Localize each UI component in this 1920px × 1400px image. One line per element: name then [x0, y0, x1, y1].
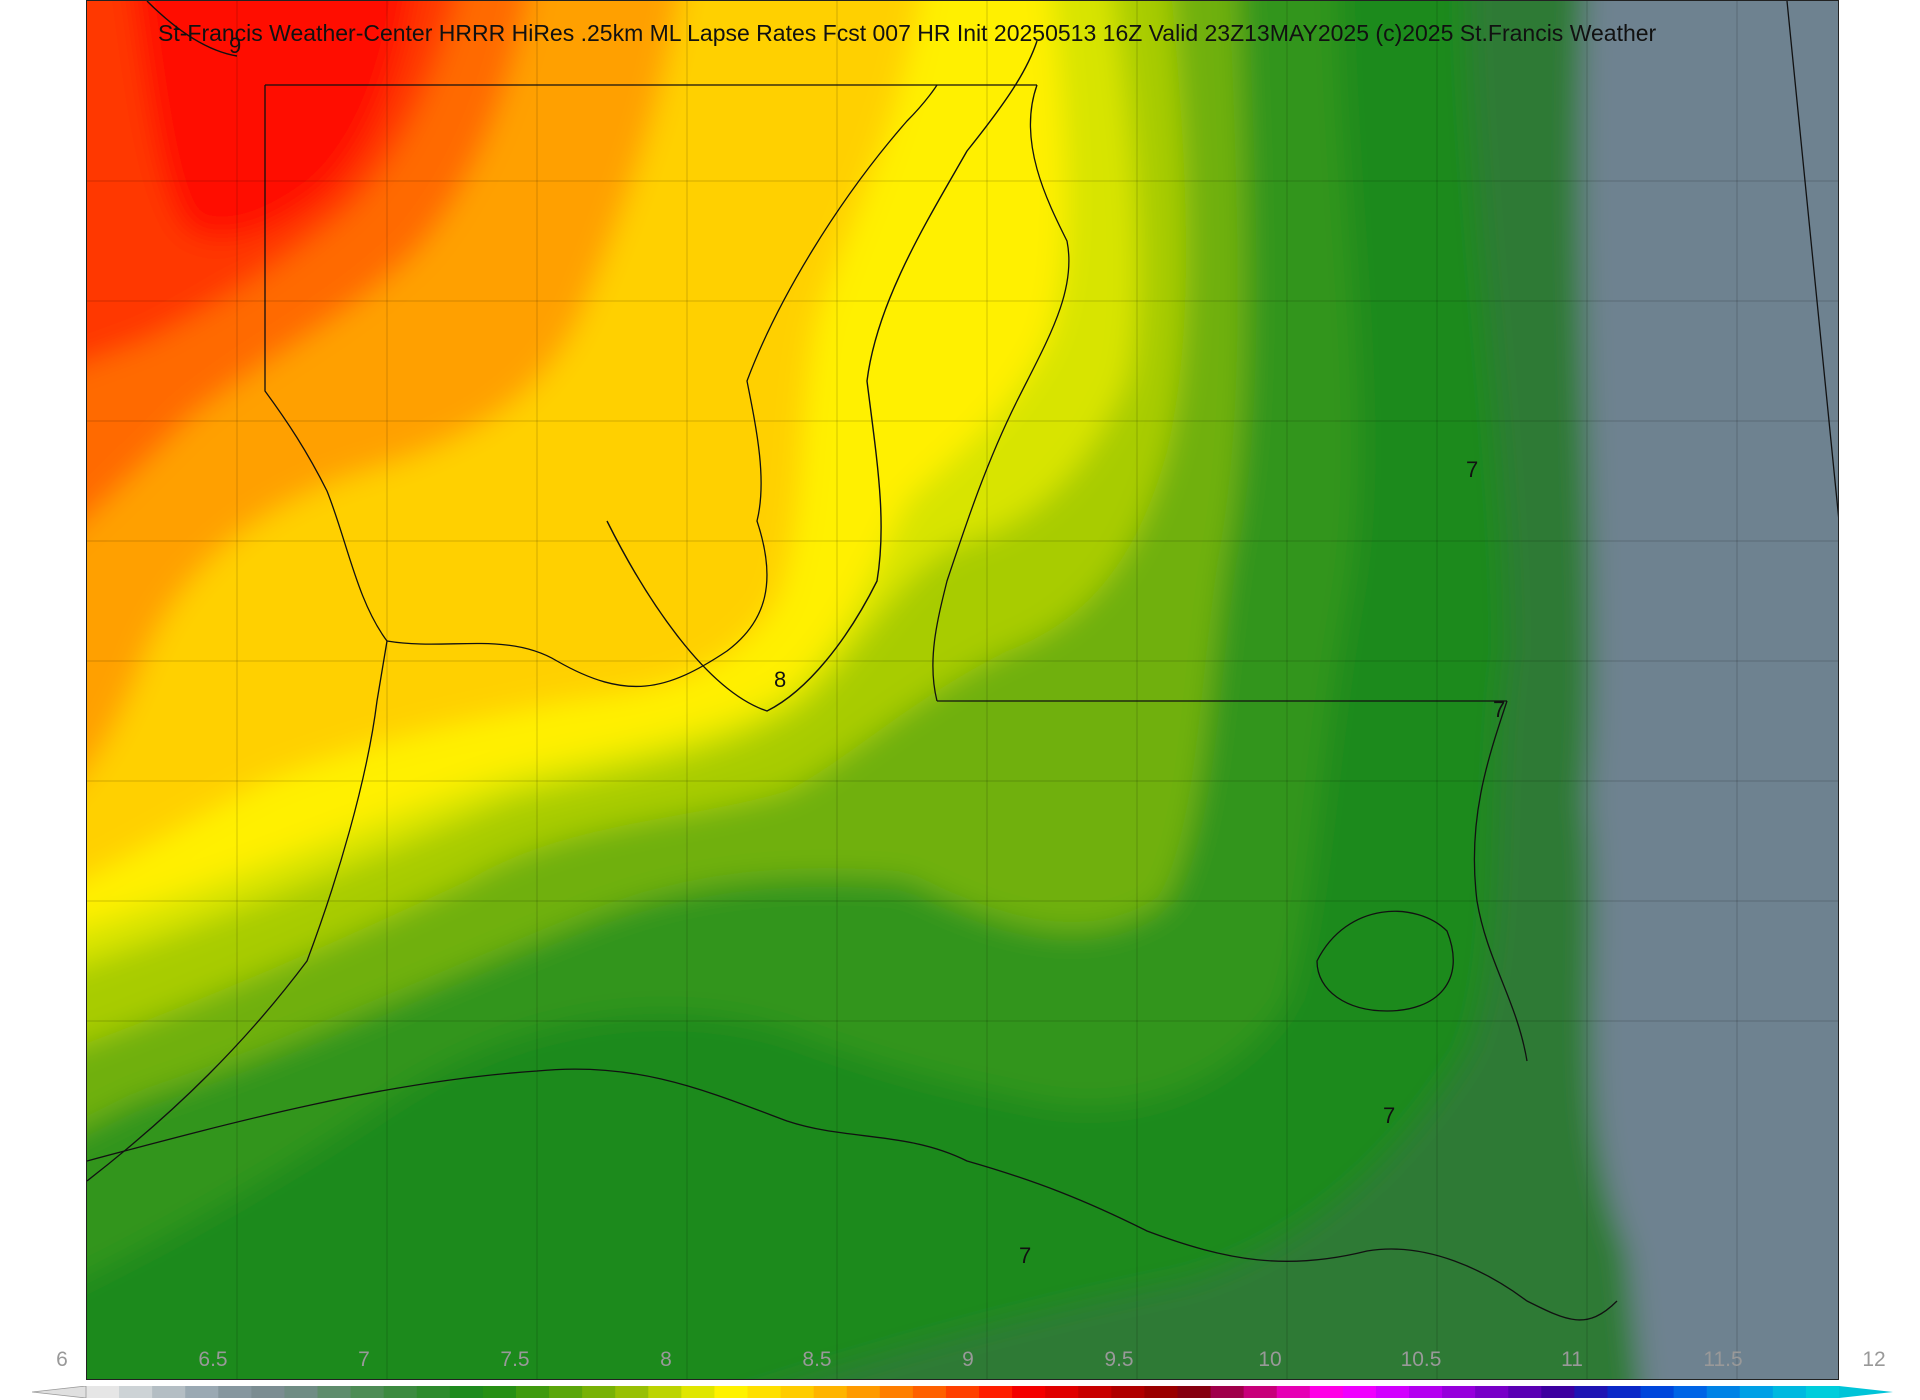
colorbar-swatch	[1607, 1386, 1642, 1398]
colorbar-swatch	[582, 1386, 616, 1398]
bay-outline	[1316, 910, 1454, 1012]
colorbar-swatch	[218, 1386, 252, 1398]
colorbar-swatch	[1475, 1386, 1509, 1398]
colorbar-tick-label: 9.5	[1104, 1348, 1134, 1371]
colorbar-swatch	[1111, 1386, 1145, 1398]
colorbar-tick-label: 11	[1561, 1348, 1583, 1371]
colorbar-swatch	[780, 1386, 815, 1398]
colorbar-tick-label: 7.5	[500, 1348, 530, 1371]
colorbar-swatch	[1508, 1386, 1542, 1398]
colorbar-swatch	[615, 1386, 649, 1398]
colorbar-swatch	[1045, 1386, 1079, 1398]
colorbar-swatch	[1640, 1386, 1675, 1398]
colorbar-swatch	[979, 1386, 1013, 1398]
colorbar-tick-label: 6.5	[198, 1348, 228, 1371]
colorbar-tick-label: 6	[56, 1348, 68, 1371]
colorbar-swatch	[1375, 1386, 1410, 1398]
county-lines	[87, 1, 1838, 1379]
contour-label-7b: 7	[1493, 697, 1505, 722]
colorbar-swatch	[86, 1386, 120, 1398]
colorbar-swatch	[549, 1386, 583, 1398]
border-mississippi	[932, 84, 1070, 702]
colorbar-left-arrow	[32, 1386, 87, 1398]
map-title: St-Francis Weather-Center HRRR HiRes .25…	[158, 20, 1657, 46]
colorbar-swatch	[317, 1386, 352, 1398]
contour-8	[606, 40, 1038, 712]
shade-red	[133, 1, 411, 239]
colorbar-swatch	[1012, 1386, 1046, 1398]
colorbar-tick-label: 12	[1862, 1348, 1886, 1371]
border-red-river	[386, 84, 938, 688]
colorbar-swatch	[1805, 1386, 1839, 1398]
colorbar-swatch	[1309, 1386, 1344, 1398]
colorbar-swatch	[1706, 1386, 1741, 1398]
contour-label-9: 9	[229, 33, 241, 58]
colorbar-swatch	[119, 1386, 153, 1398]
colorbar-tick-label: 11.5	[1703, 1348, 1743, 1371]
colorbar-swatch	[1541, 1386, 1575, 1398]
colorbar-swatch	[1772, 1386, 1807, 1398]
colorbar-swatch	[912, 1386, 947, 1398]
colorbar-swatch	[813, 1386, 848, 1398]
contour-label-7a: 7	[1466, 457, 1478, 482]
colorbar-swatch	[1210, 1386, 1245, 1398]
colorbar-swatch	[251, 1386, 285, 1398]
coastline	[87, 1068, 1618, 1321]
colorbar-swatch	[714, 1386, 749, 1398]
colorbar-swatch	[1276, 1386, 1311, 1398]
colorbar-swatch	[648, 1386, 682, 1398]
colorbar	[86, 1386, 1839, 1398]
colorbar-right-arrow	[1839, 1386, 1893, 1398]
colorbar-swatch	[1574, 1386, 1608, 1398]
colorbar-tick-label: 9	[962, 1348, 974, 1371]
colorbar-swatch	[284, 1386, 319, 1398]
lapse-rate-map: 9 8 7 7 7 7	[87, 1, 1838, 1379]
contour-label-7d: 7	[1019, 1243, 1031, 1268]
colorbar-swatch	[1673, 1386, 1708, 1398]
colorbar-swatch	[185, 1386, 219, 1398]
border-al-ga	[1786, 1, 1838, 518]
colorbar-swatch	[515, 1386, 550, 1398]
colorbar-tick-label: 7	[358, 1348, 370, 1371]
colorbar-swatch	[383, 1386, 418, 1398]
colorbar-tick-label: 10.5	[1400, 1348, 1442, 1371]
colorbar-swatch	[846, 1386, 881, 1398]
colorbar-swatch	[1739, 1386, 1774, 1398]
colorbar-swatch	[416, 1386, 451, 1398]
contour-label-7c: 7	[1383, 1103, 1395, 1128]
colorbar-swatch	[482, 1386, 517, 1398]
colorbar-tick-label: 10	[1258, 1348, 1282, 1371]
colorbar-swatch	[1409, 1386, 1443, 1398]
colorbar-swatch	[879, 1386, 914, 1398]
border-ms-al	[1473, 700, 1528, 1062]
colorbar-swatch	[152, 1386, 186, 1398]
state-borders	[87, 1, 1838, 1321]
contour-label-8: 8	[774, 667, 786, 692]
border-ok-tx	[87, 85, 388, 1182]
colorbar-swatch	[1243, 1386, 1278, 1398]
colorbar-swatch	[350, 1386, 385, 1398]
colorbar-swatch	[1342, 1386, 1377, 1398]
colorbar-tick-label: 8.5	[802, 1348, 832, 1371]
colorbar-swatch	[1144, 1386, 1178, 1398]
colorbar-swatch	[1078, 1386, 1112, 1398]
colorbar-swatch	[1442, 1386, 1476, 1398]
map-panel: 9 8 7 7 7 7	[86, 0, 1839, 1380]
right-arrow-shape	[1839, 1386, 1893, 1398]
contour-9	[146, 1, 238, 57]
colorbar-swatch	[747, 1386, 782, 1398]
colorbar-tick-label: 8	[660, 1348, 672, 1371]
colorbar-swatch	[449, 1386, 484, 1398]
left-arrow-shape	[32, 1386, 87, 1398]
colorbar-swatch	[945, 1386, 980, 1398]
contour-lines	[146, 1, 1038, 712]
colorbar-swatch	[681, 1386, 715, 1398]
colorbar-swatch	[1177, 1386, 1212, 1398]
